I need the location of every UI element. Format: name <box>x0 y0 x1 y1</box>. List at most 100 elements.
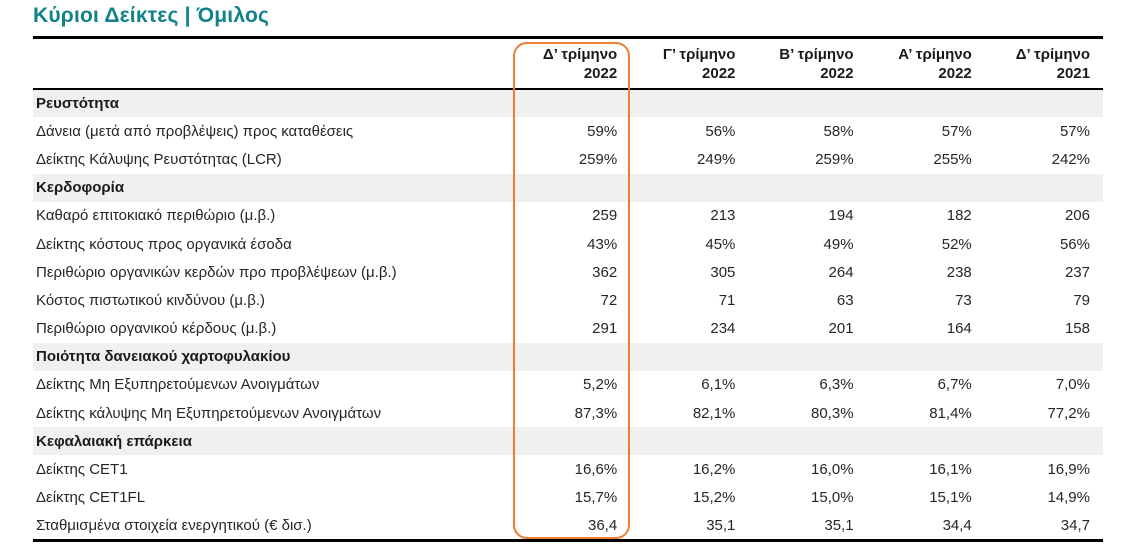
header-period: Α’ τρίμηνο <box>898 46 972 63</box>
cell-value: 16,0% <box>811 461 854 479</box>
cell-value: 52% <box>941 235 972 253</box>
header-year: 2022 <box>702 65 736 82</box>
header-q4-2022: Δ’ τρίμηνο 2022 <box>512 39 631 90</box>
section-label: Ποιότητα δανειακού χαρτοφυλακίου <box>36 348 291 366</box>
header-q1-2022: Α’ τρίμηνο 2022 <box>866 39 985 90</box>
cell-value: 6,1% <box>701 376 736 394</box>
table-row: Δείκτης κάλυψης Μη Εξυπηρετούμενων Ανοιγ… <box>33 399 1103 427</box>
cell-value: 56% <box>1059 235 1090 253</box>
cell-value: 16,6% <box>574 461 618 479</box>
header-q2-2022: Β’ τρίμηνο 2022 <box>748 39 867 90</box>
header-q3-2022: Γ’ τρίμηνο 2022 <box>630 39 749 90</box>
header-q4-2021: Δ’ τρίμηνο 2021 <box>984 39 1103 90</box>
table-row: Περιθώριο οργανικού κέρδους (μ.β.) 291 2… <box>33 315 1103 343</box>
table-row: Δάνεια (μετά από προβλέψεις) προς καταθέ… <box>33 117 1103 145</box>
cell-value: 36,4 <box>588 516 618 534</box>
cell-value: 201 <box>828 320 854 338</box>
cell-value: 43% <box>587 235 618 253</box>
table-body: Ρευστότητα Δάνεια (μετά από προβλέψεις) … <box>33 89 1103 540</box>
cell-value: 81,4% <box>929 404 972 422</box>
cell-value: 15,2% <box>692 489 736 507</box>
header-year: 2022 <box>820 65 854 82</box>
cell-value: 16,1% <box>929 461 972 479</box>
row-label: Δείκτης Μη Εξυπηρετούμενων Ανοιγμάτων <box>36 376 320 394</box>
header-row: Δ’ τρίμηνο 2022 Γ’ τρίμηνο 2022 Β’ τρίμη… <box>33 39 1103 90</box>
row-label: Περιθώριο οργανικών κερδών προ προβλέψεω… <box>36 263 397 281</box>
row-label: Περιθώριο οργανικού κέρδους (μ.β.) <box>36 320 277 338</box>
cell-value: 16,2% <box>692 461 736 479</box>
cell-value: 7,0% <box>1055 376 1090 394</box>
cell-value: 164 <box>946 320 972 338</box>
section-row-loan-quality: Ποιότητα δανειακού χαρτοφυλακίου <box>33 342 1103 371</box>
cell-value: 158 <box>1064 320 1090 338</box>
cell-value: 16,9% <box>1047 461 1090 479</box>
cell-value: 80,3% <box>811 404 854 422</box>
cell-value: 15,7% <box>574 489 618 507</box>
cell-value: 206 <box>1064 207 1090 225</box>
cell-value: 58% <box>823 122 854 140</box>
cell-value: 242% <box>1051 150 1090 168</box>
cell-value: 49% <box>823 235 854 253</box>
cell-value: 6,7% <box>937 376 972 394</box>
cell-value: 5,2% <box>583 376 618 394</box>
table-row: Κόστος πιστωτικού κινδύνου (μ.β.) 72 71 … <box>33 286 1103 314</box>
cell-value: 59% <box>587 122 618 140</box>
cell-value: 255% <box>933 150 972 168</box>
table-row: Δείκτης Μη Εξυπηρετούμενων Ανοιγμάτων 5,… <box>33 371 1103 399</box>
header-period: Δ’ τρίμηνο <box>1015 46 1090 63</box>
kpi-table: Δ’ τρίμηνο 2022 Γ’ τρίμηνο 2022 Β’ τρίμη… <box>33 39 1103 542</box>
row-label: Δάνεια (μετά από προβλέψεις) προς καταθέ… <box>36 122 354 140</box>
header-year: 2022 <box>583 65 618 82</box>
cell-value: 234 <box>710 320 736 338</box>
row-label: Δείκτης Κάλυψης Ρευστότητας (LCR) <box>36 150 282 168</box>
cell-value: 238 <box>946 263 972 281</box>
row-label: Καθαρό επιτοκιακό περιθώριο (μ.β.) <box>36 207 276 225</box>
table-row: Δείκτης κόστους προς οργανικά έσοδα 43% … <box>33 230 1103 258</box>
cell-value: 15,0% <box>811 489 854 507</box>
table-header: Δ’ τρίμηνο 2022 Γ’ τρίμηνο 2022 Β’ τρίμη… <box>33 39 1103 90</box>
cell-value: 71 <box>718 291 736 309</box>
cell-value: 237 <box>1064 263 1090 281</box>
cell-value: 35,1 <box>706 516 736 534</box>
cell-value: 87,3% <box>574 404 618 422</box>
cell-value: 35,1 <box>824 516 854 534</box>
section-row-liquidity: Ρευστότητα <box>33 89 1103 118</box>
cell-value: 34,4 <box>942 516 972 534</box>
header-year: 2021 <box>1056 65 1090 82</box>
cell-value: 259 <box>592 207 618 225</box>
cell-value: 79 <box>1073 291 1090 309</box>
table-row: Δείκτης CET1 16,6% 16,2% 16,0% 16,1% 16,… <box>33 455 1103 483</box>
cell-value: 362 <box>592 263 618 281</box>
cell-value: 57% <box>1059 122 1090 140</box>
cell-value: 57% <box>941 122 972 140</box>
section-label: Κεφαλαιακή επάρκεια <box>36 432 192 450</box>
cell-value: 182 <box>946 207 972 225</box>
cell-value: 73 <box>955 291 972 309</box>
row-label: Σταθμισμένα στοιχεία ενεργητικού (€ δισ.… <box>36 516 312 534</box>
row-label: Κόστος πιστωτικού κινδύνου (μ.β.) <box>36 291 266 309</box>
header-period: Γ’ τρίμηνο <box>662 46 736 63</box>
header-label-spacer <box>33 39 513 90</box>
table-row: Περιθώριο οργανικών κερδών προ προβλέψεω… <box>33 258 1103 286</box>
section-row-profitability: Κερδοφορία <box>33 173 1103 202</box>
table-row: Δείκτης Κάλυψης Ρευστότητας (LCR) 259% 2… <box>33 145 1103 173</box>
header-period: Β’ τρίμηνο <box>779 46 854 63</box>
cell-value: 72 <box>600 291 618 309</box>
header-period: Δ’ τρίμηνο <box>542 46 618 63</box>
cell-value: 14,9% <box>1047 489 1090 507</box>
cell-value: 249% <box>697 150 736 168</box>
table-row: Δείκτης CET1FL 15,7% 15,2% 15,0% 15,1% 1… <box>33 484 1103 512</box>
cell-value: 264 <box>828 263 854 281</box>
cell-value: 259% <box>578 150 618 168</box>
section-label: Ρευστότητα <box>36 95 119 113</box>
cell-value: 56% <box>705 122 736 140</box>
kpi-table-container: Δ’ τρίμηνο 2022 Γ’ τρίμηνο 2022 Β’ τρίμη… <box>33 36 1103 542</box>
cell-value: 213 <box>710 207 736 225</box>
row-label: Δείκτης κάλυψης Μη Εξυπηρετούμενων Ανοιγ… <box>36 404 382 422</box>
cell-value: 45% <box>705 235 736 253</box>
cell-value: 34,7 <box>1060 516 1090 534</box>
section-row-capital-adequacy: Κεφαλαιακή επάρκεια <box>33 427 1103 456</box>
row-label: Δείκτης κόστους προς οργανικά έσοδα <box>36 235 292 253</box>
cell-value: 6,3% <box>819 376 854 394</box>
